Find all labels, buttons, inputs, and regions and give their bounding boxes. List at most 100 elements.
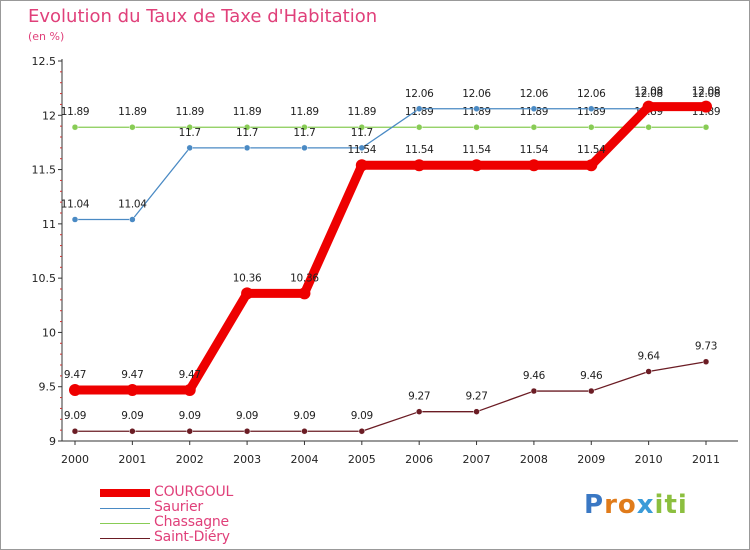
data-label-saint-di-ry: 9.27	[465, 391, 487, 403]
data-label-chassagne: 11.89	[348, 106, 377, 118]
data-label-courgoul: 9.47	[64, 369, 86, 381]
logo-letter: P	[584, 490, 605, 520]
legend-label-saint-diery: Saint-Diéry	[154, 529, 230, 545]
data-point-chassagne	[243, 123, 251, 131]
logo-letter: x	[636, 490, 655, 520]
data-point-saint-di-ry	[129, 427, 136, 435]
data-point-saint-di-ry	[301, 427, 308, 435]
series-line-saurier	[74, 108, 707, 221]
data-point-chassagne	[588, 123, 595, 131]
data-label-saurier: 11.7	[236, 127, 258, 139]
x-tick-label: 2011	[692, 453, 720, 466]
logo-letter: t	[664, 490, 678, 520]
data-label-saurier: 12.08	[634, 88, 663, 100]
data-point-courgoul	[642, 100, 655, 113]
data-label-courgoul: 10.36	[290, 272, 319, 284]
proxiti-logo: Proxiti	[584, 490, 688, 520]
data-label-saint-di-ry: 9.09	[293, 410, 315, 422]
data-point-saint-di-ry	[71, 427, 79, 435]
logo-letter: o	[617, 490, 637, 520]
legend-label-courgoul: COURGOUL	[154, 484, 234, 500]
data-point-chassagne	[358, 123, 366, 131]
data-point-chassagne	[415, 123, 423, 131]
x-tick-label: 2010	[635, 453, 663, 466]
y-tick-label: 9	[49, 435, 56, 448]
data-point-saurier	[129, 216, 136, 223]
logo-letter: r	[604, 490, 618, 520]
x-tick-label: 2009	[577, 453, 605, 466]
data-point-saurier	[473, 105, 480, 113]
data-label-saint-di-ry: 9.09	[351, 410, 373, 422]
data-label-saurier: 11.04	[61, 199, 90, 211]
legend-label-chassagne: Chassagne	[154, 514, 229, 530]
data-point-saint-di-ry	[358, 427, 366, 435]
data-point-courgoul	[298, 287, 311, 300]
legend-swatch-saurier	[100, 508, 150, 509]
data-label-saurier: 12.06	[462, 88, 491, 100]
data-label-courgoul: 11.54	[462, 144, 491, 156]
legend-swatch-chassagne	[100, 523, 150, 524]
data-label-saurier: 11.7	[179, 127, 201, 139]
data-label-saint-di-ry: 9.46	[580, 370, 603, 382]
data-point-saurier	[358, 144, 366, 152]
data-point-chassagne	[530, 123, 538, 131]
data-label-chassagne: 11.89	[175, 106, 204, 118]
data-point-saint-di-ry	[530, 387, 538, 395]
data-label-saint-di-ry: 9.27	[408, 391, 430, 403]
logo-letter: i	[677, 490, 688, 520]
data-point-chassagne	[702, 123, 710, 131]
data-point-saint-di-ry	[186, 427, 193, 435]
data-label-saurier: 12.06	[520, 88, 549, 100]
data-point-courgoul	[585, 159, 598, 172]
x-tick-label: 2001	[118, 453, 146, 466]
data-point-saint-di-ry	[588, 387, 595, 395]
data-point-courgoul	[126, 383, 139, 396]
legend-swatch-saint-diery	[100, 538, 150, 539]
logo-letter: i	[654, 490, 665, 520]
x-tick-label: 2000	[61, 453, 89, 466]
data-point-saurier	[530, 105, 538, 113]
data-label-saint-di-ry: 9.09	[236, 410, 258, 422]
data-point-courgoul	[241, 287, 254, 300]
data-label-chassagne: 11.89	[233, 106, 262, 118]
x-tick-label: 2008	[520, 453, 548, 466]
data-label-chassagne: 11.89	[290, 106, 319, 118]
data-point-chassagne	[129, 123, 136, 131]
legend-label-saurier: Saurier	[154, 499, 203, 515]
data-point-saurier	[415, 105, 423, 113]
data-point-saurier	[588, 105, 595, 113]
data-point-saurier	[71, 216, 79, 223]
data-point-saint-di-ry	[243, 427, 251, 435]
data-label-saurier: 12.06	[405, 88, 434, 100]
x-tick-label: 2007	[463, 453, 491, 466]
y-tick-label: 11	[42, 218, 56, 231]
data-point-chassagne	[473, 123, 480, 131]
data-label-saint-di-ry: 9.09	[179, 410, 201, 422]
data-label-chassagne: 11.89	[61, 106, 90, 118]
x-tick-label: 2003	[233, 453, 261, 466]
chart-title: Evolution du Taux de Taxe d'Habitation	[28, 6, 378, 27]
data-label-courgoul: 11.54	[577, 144, 606, 156]
data-label-saurier: 11.04	[118, 199, 147, 211]
data-point-courgoul	[69, 383, 81, 396]
y-tick-label: 12.5	[32, 55, 57, 68]
y-tick-label: 10	[42, 326, 56, 339]
data-point-courgoul	[355, 159, 368, 172]
data-label-saint-di-ry: 9.64	[638, 351, 661, 363]
x-tick-label: 2002	[176, 453, 204, 466]
data-point-chassagne	[301, 123, 308, 131]
data-point-chassagne	[186, 123, 193, 131]
data-label-courgoul: 11.54	[348, 144, 377, 156]
data-label-chassagne: 11.89	[118, 106, 147, 118]
data-point-saint-di-ry	[473, 408, 480, 415]
y-tick-label: 11.5	[32, 164, 57, 177]
data-point-chassagne	[645, 123, 652, 131]
data-label-saint-di-ry: 9.73	[695, 341, 717, 353]
y-tick-label: 9.5	[39, 381, 57, 394]
data-label-courgoul: 11.54	[405, 144, 434, 156]
data-point-courgoul	[527, 159, 540, 172]
data-label-courgoul: 12.08	[634, 86, 663, 98]
y-tick-label: 12	[42, 109, 56, 122]
data-label-saurier: 12.08	[692, 88, 721, 100]
